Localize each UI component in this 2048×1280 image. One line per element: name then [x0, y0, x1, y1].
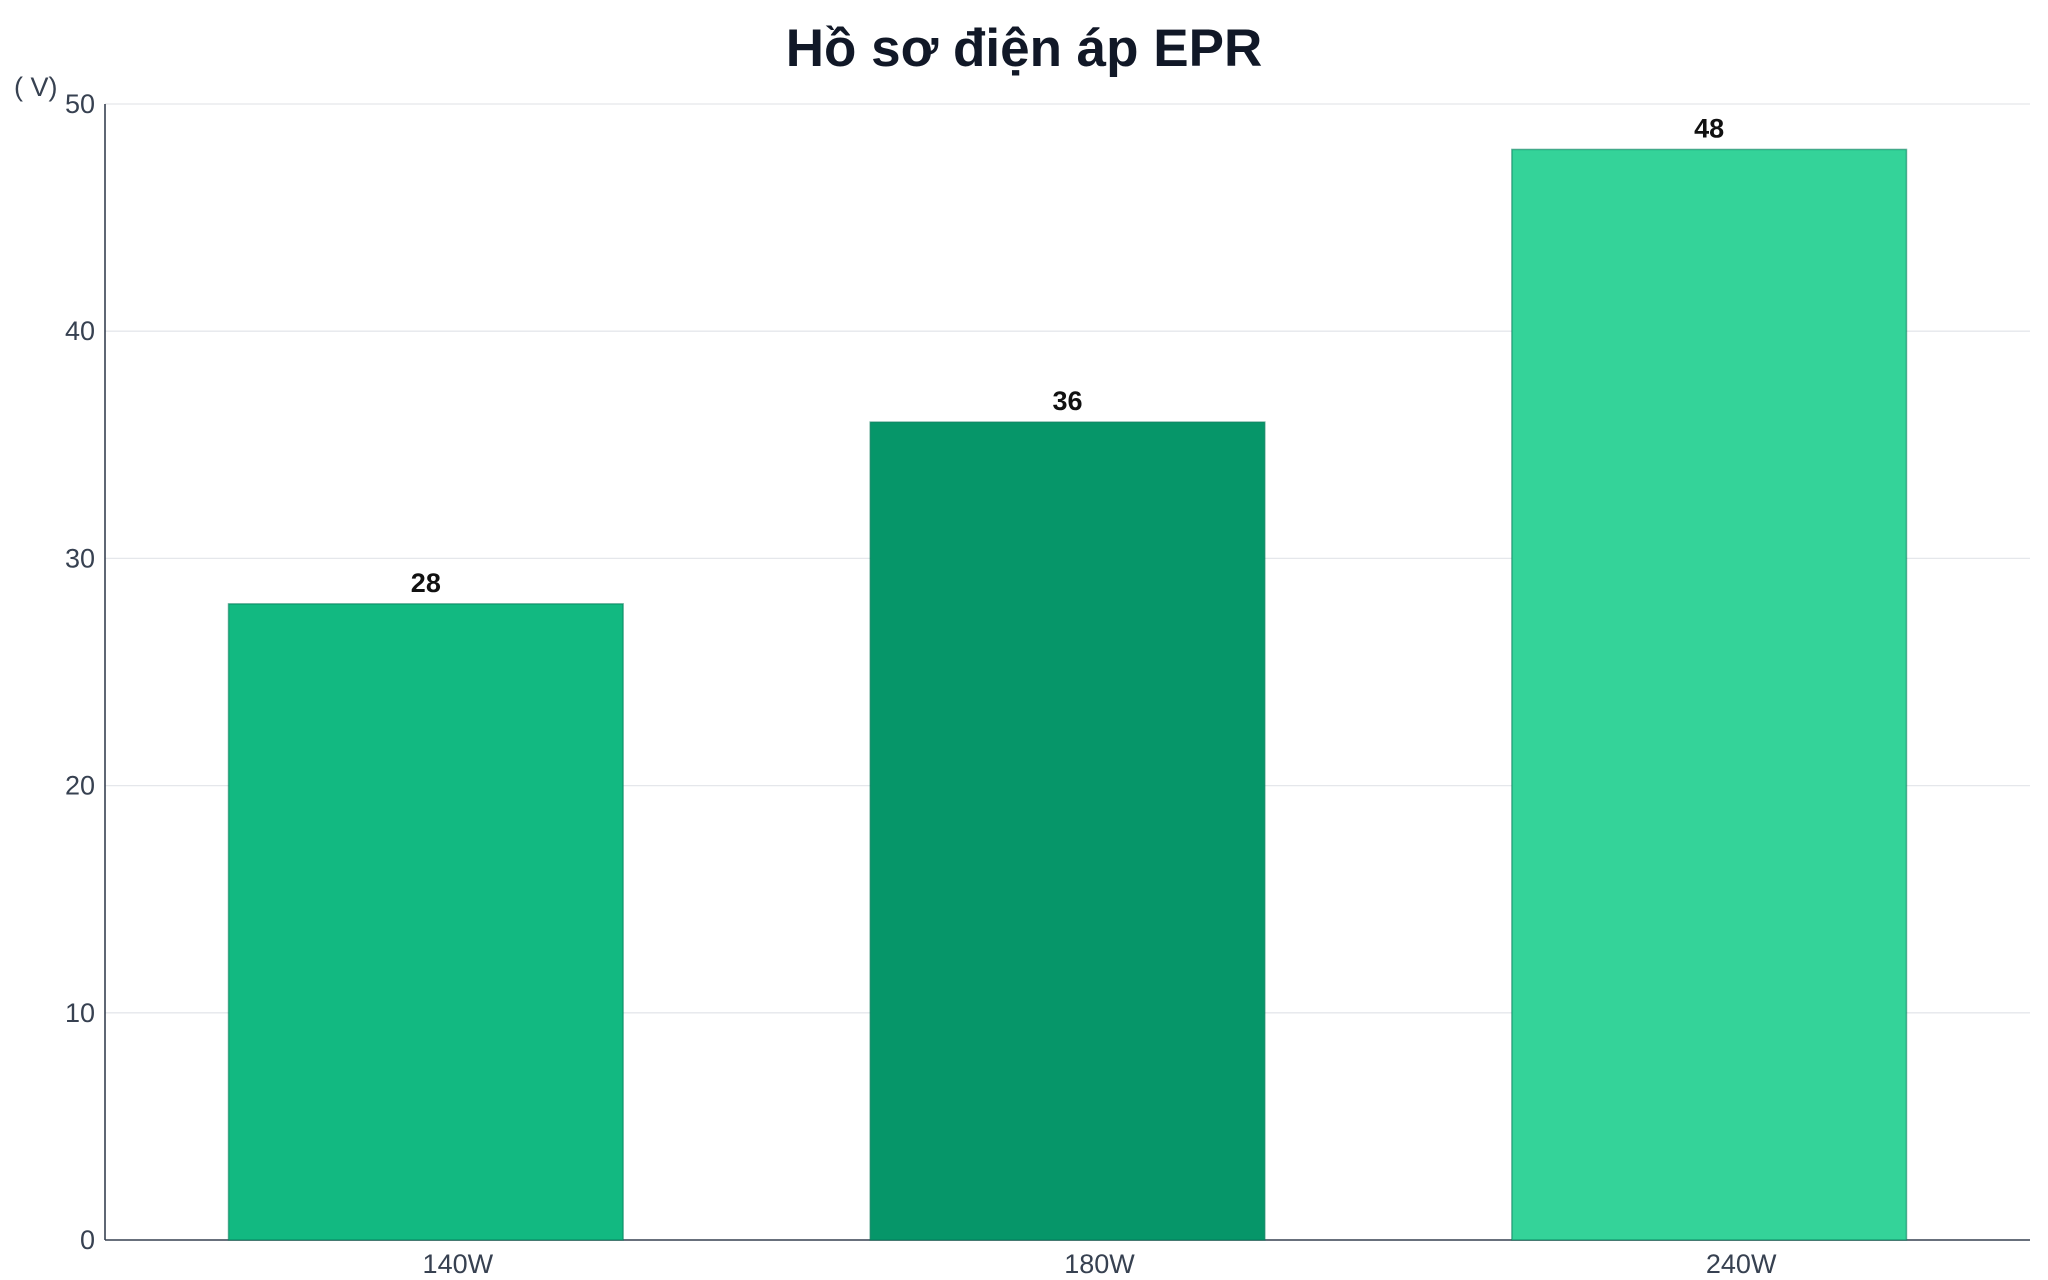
bar	[1511, 148, 1908, 1241]
x-tick-label: 140W	[423, 1249, 494, 1279]
bar	[227, 603, 624, 1241]
bars	[227, 148, 1908, 1241]
y-tick-label: 50	[65, 89, 95, 119]
chart-title: Hồ sơ điện áp EPR	[785, 19, 1263, 78]
bar-value-label: 36	[1052, 386, 1082, 416]
bar-value-label: 48	[1694, 113, 1724, 143]
y-tick-label: 0	[80, 1225, 95, 1255]
y-tick-label: 20	[65, 771, 95, 801]
labels: 0 10 20 30 40 50( V) 28 140W 36 180W 48 240W	[14, 72, 1777, 1279]
bar-value-label: 28	[411, 568, 441, 598]
y-tick-label: 40	[65, 316, 95, 346]
y-tick-label: 30	[65, 543, 95, 573]
x-tick-label: 180W	[1064, 1249, 1135, 1279]
bar	[869, 421, 1266, 1241]
y-tick-label: 10	[65, 998, 95, 1028]
y-axis-unit-label: ( V)	[14, 72, 58, 102]
x-tick-label: 240W	[1706, 1249, 1777, 1279]
